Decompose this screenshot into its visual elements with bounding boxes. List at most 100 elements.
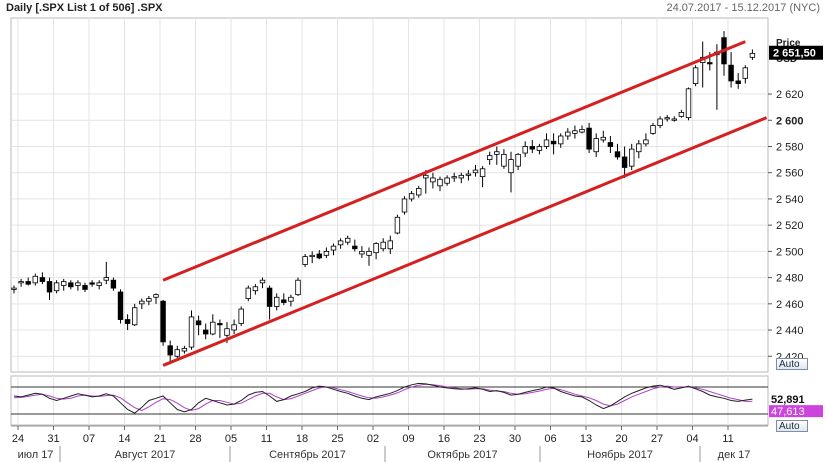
- candle-up: [685, 88, 692, 119]
- x-tick-label: 27: [651, 433, 663, 445]
- osc-value-2-box: [769, 405, 823, 418]
- x-month-label: июл 17: [18, 449, 54, 461]
- price-axis-caption: Price: [776, 38, 801, 49]
- candle-up: [458, 174, 464, 179]
- candle-up: [629, 148, 635, 167]
- x-tick-label: 16: [438, 433, 450, 445]
- osc-value-1: 52,891: [771, 394, 805, 406]
- x-tick-label: 09: [402, 433, 414, 445]
- date-range: 24.07.2017 - 15.12.2017 (NYC): [666, 2, 821, 14]
- y-tick-label: 2 440: [776, 325, 804, 337]
- candle-up: [579, 129, 585, 133]
- candle-up: [479, 168, 486, 178]
- candle-up: [749, 53, 756, 58]
- candle-up: [11, 287, 17, 290]
- x-month-label: Ноябрь 2017: [587, 449, 653, 461]
- y-tick-label: 2 580: [776, 141, 804, 153]
- x-month-label: Август 2017: [115, 449, 176, 461]
- y-tick-label: 2 620: [776, 89, 804, 101]
- candle-down: [195, 320, 202, 326]
- y-tick-label: 2 560: [776, 168, 804, 180]
- channel-line-upper: [162, 40, 746, 282]
- price-auto-button[interactable]: Auto: [776, 358, 808, 370]
- candle-up: [451, 176, 457, 179]
- candle-up: [408, 193, 415, 200]
- candle-up: [692, 67, 699, 84]
- candle-down: [160, 300, 166, 343]
- indicator-panel-frame: [10, 375, 769, 426]
- candle-down: [550, 140, 557, 145]
- candle-up: [288, 296, 294, 302]
- y-tick-label: 2 540: [776, 194, 804, 206]
- candle-down: [202, 329, 209, 335]
- candle-up: [437, 178, 443, 187]
- candle-up: [302, 256, 308, 265]
- candle-up: [295, 279, 301, 296]
- candle-up: [174, 349, 180, 357]
- candle-up: [536, 146, 543, 151]
- indicator-auto-button[interactable]: Auto: [776, 420, 808, 432]
- candle-up: [643, 139, 649, 145]
- candle-up: [188, 316, 195, 348]
- candle-up: [103, 277, 109, 281]
- candle-down: [707, 62, 713, 65]
- x-tick-label: 20: [615, 433, 627, 445]
- candle-up: [380, 241, 386, 250]
- candle-up: [337, 240, 344, 246]
- candle-down: [735, 80, 741, 84]
- candle-down: [68, 282, 74, 288]
- x-tick-label: 02: [367, 433, 379, 445]
- x-tick-label: 24: [12, 433, 24, 445]
- candle-up: [96, 282, 102, 286]
- candle-down: [124, 319, 131, 324]
- candle-down: [167, 345, 173, 356]
- candle-up: [472, 169, 479, 174]
- candle-up: [75, 282, 81, 286]
- x-tick-label: 07: [83, 433, 95, 445]
- candle-up: [323, 250, 330, 256]
- x-month-label: дек 17: [718, 449, 751, 461]
- candle-up: [600, 136, 606, 141]
- candle-up: [139, 300, 145, 305]
- candle-down: [217, 323, 223, 326]
- y-tick-label: 2 500: [776, 246, 804, 258]
- candle-down: [352, 245, 358, 250]
- candle-up: [401, 198, 408, 213]
- candle-up: [181, 347, 188, 352]
- x-month-label: Октябрь 2017: [427, 449, 497, 461]
- candle-up: [394, 216, 401, 234]
- candle-up: [558, 135, 564, 145]
- candle-up: [366, 250, 372, 256]
- candle-up: [18, 281, 24, 284]
- candle-up: [572, 130, 578, 134]
- chart-title: Daily [.SPX List 1 of 506] .SPX: [6, 2, 163, 14]
- candle-up: [146, 298, 152, 302]
- candle-up: [131, 307, 138, 326]
- candle-up: [494, 151, 500, 155]
- last-price-box: [769, 45, 823, 60]
- candle-up: [245, 287, 251, 299]
- candle-up: [231, 324, 237, 331]
- candle-down: [586, 127, 592, 150]
- candle-up: [309, 254, 315, 258]
- candle-up: [657, 118, 663, 126]
- candle-up: [508, 159, 514, 174]
- candle-up: [678, 112, 685, 117]
- candle-up: [210, 321, 216, 335]
- osc-series-2: [13, 383, 753, 411]
- candle-up: [423, 174, 429, 179]
- candle-up: [515, 153, 521, 167]
- x-tick-label: 23: [473, 433, 485, 445]
- y-tick-label: 2 480: [776, 273, 804, 285]
- candle-down: [110, 279, 117, 289]
- candle-up: [259, 279, 266, 284]
- candle-up: [224, 328, 230, 336]
- candle-down: [614, 151, 621, 158]
- candle-up: [415, 188, 422, 196]
- candle-up: [444, 177, 450, 184]
- osc-value-1-box: [769, 392, 823, 406]
- candle-down: [117, 291, 124, 320]
